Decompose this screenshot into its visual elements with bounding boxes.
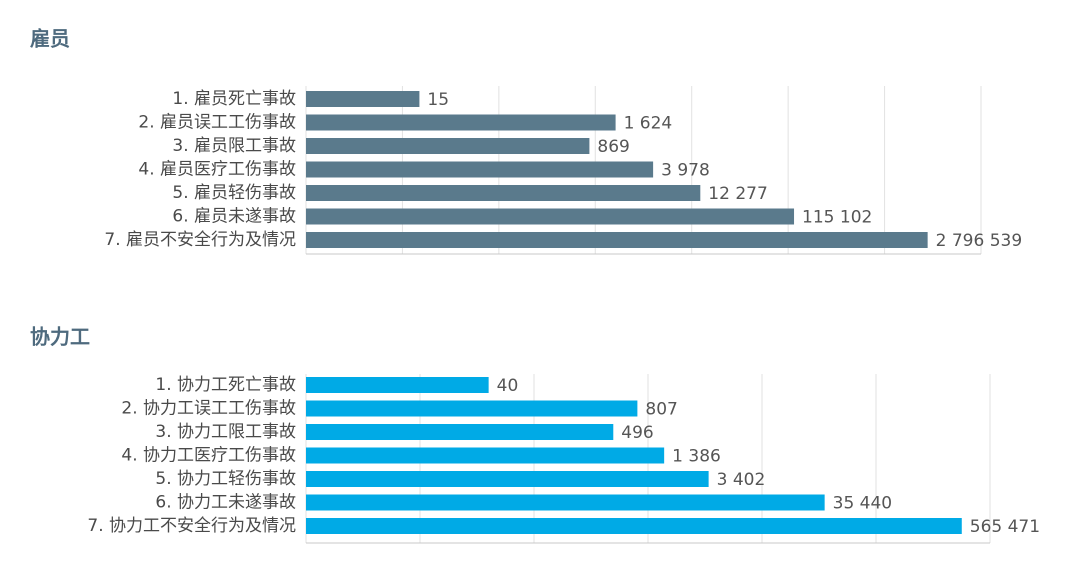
bar — [306, 232, 928, 248]
bar — [306, 114, 616, 131]
category-label: 2. 协力工误工工伤事故 — [121, 399, 296, 419]
value-label: 115 102 — [802, 208, 872, 228]
category-label: 6. 雇员未遂事故 — [172, 207, 296, 227]
bar — [306, 138, 590, 154]
bar — [306, 400, 638, 417]
category-label: 7. 雇员不安全行为及情况 — [104, 230, 296, 250]
value-label: 1 624 — [624, 114, 673, 134]
bar — [306, 377, 489, 393]
bar — [306, 518, 962, 534]
value-label: 1 386 — [672, 447, 721, 467]
bar — [306, 208, 795, 225]
bar — [306, 471, 709, 487]
value-label: 807 — [645, 400, 677, 420]
category-label: 5. 雇员轻伤事故 — [172, 183, 296, 203]
category-label: 4. 雇员医疗工伤事故 — [138, 160, 296, 180]
value-label: 3 978 — [661, 161, 710, 181]
bar — [306, 185, 701, 201]
value-label: 869 — [597, 137, 629, 157]
value-label: 3 402 — [717, 470, 766, 490]
value-label: 12 277 — [708, 184, 767, 204]
value-label: 15 — [427, 90, 449, 110]
bar — [306, 424, 614, 440]
bar — [306, 91, 420, 107]
bar — [306, 161, 654, 178]
category-label: 2. 雇员误工工伤事故 — [138, 113, 296, 133]
category-label: 1. 协力工死亡事故 — [155, 375, 296, 395]
bar — [306, 494, 825, 511]
chart-title: 协力工 — [30, 325, 90, 349]
category-label: 5. 协力工轻伤事故 — [155, 469, 296, 489]
chart-title: 雇员 — [30, 27, 70, 51]
value-label: 565 471 — [970, 517, 1040, 537]
category-label: 4. 协力工医疗工伤事故 — [121, 446, 296, 466]
value-label: 496 — [621, 423, 653, 443]
value-label: 35 440 — [833, 494, 892, 514]
category-label: 1. 雇员死亡事故 — [172, 89, 296, 109]
category-label: 7. 协力工不安全行为及情况 — [87, 516, 296, 536]
category-label: 3. 协力工限工事故 — [155, 422, 296, 442]
category-label: 3. 雇员限工事故 — [172, 136, 296, 156]
category-label: 6. 协力工未遂事故 — [155, 493, 296, 513]
value-label: 2 796 539 — [936, 231, 1023, 251]
bar — [306, 447, 665, 464]
value-label: 40 — [497, 376, 519, 396]
